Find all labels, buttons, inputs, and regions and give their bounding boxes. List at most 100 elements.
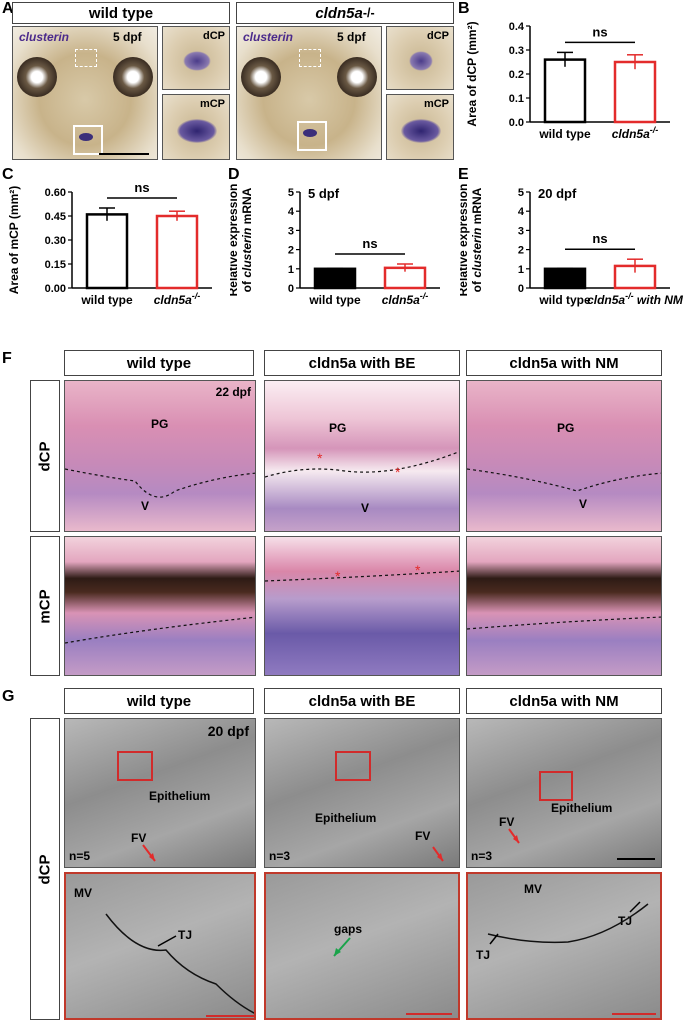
panel-g-top-be: Epithelium FV n=3 (264, 718, 460, 868)
y-tick-label: 0 (518, 283, 524, 295)
y-tick-label: 0.00 (45, 283, 66, 295)
panel-g-top-nm: Epithelium FV n=3 (466, 718, 662, 868)
y-tick-label: 0 (288, 283, 294, 295)
panel-f-dcp-nm: PG V (466, 380, 662, 532)
y-tick-label: 4 (518, 206, 525, 218)
inset-label-dcp: dCP (203, 30, 225, 42)
bar (543, 58, 587, 124)
x-tick-label: cldn5a-/- with NM (587, 291, 684, 307)
epithelium-label: Epithelium (315, 811, 377, 825)
panel-a-inset-dcp-wt: dCP (162, 26, 230, 90)
chart-c: 0.00 0.15 0.30 0.45 0.60 Area of mCP (mm²) wil… (7, 180, 212, 307)
significance-label: ns (592, 24, 607, 39)
clusterin-label: clusterin (243, 30, 294, 44)
clusterin-label: clusterin (19, 30, 70, 44)
epithelium-label: Epithelium (551, 801, 613, 815)
panel-f-header-nm: cldn5a with NM (466, 350, 662, 376)
y-tick-label: 5 (518, 187, 524, 199)
v-label: V (579, 497, 588, 511)
y-tick-label: 5 (288, 187, 294, 199)
y-tick-label: 0.0 (509, 117, 524, 129)
pg-label: PG (151, 417, 169, 431)
x-tick-label: wild type (80, 293, 133, 307)
chart-b: 0.0 0.1 0.2 0.3 0.4 Area of dCP (mm²) wild typ… (465, 21, 670, 141)
y-axis-label: Area of dCP (mm²) (465, 21, 479, 126)
fv-label: FV (415, 829, 431, 843)
inset-label-mcp: mCP (199, 98, 225, 110)
svg-text:*: * (415, 562, 421, 578)
v-label: V (141, 499, 150, 513)
y-axis-label: Relative expressionof clusterin mRNA (460, 184, 484, 297)
x-tick-label: wild type (538, 293, 591, 307)
y-tick-label: 3 (288, 225, 294, 237)
panel-f-mcp-nm (466, 536, 662, 676)
y-tick-label: 1 (288, 264, 294, 276)
panel-f-row-dcp: dCP (30, 380, 60, 532)
y-tick-label: 0.2 (509, 69, 524, 81)
n-label: n=3 (269, 849, 291, 863)
panel-a-inset-mcp-ko: mCP (386, 94, 454, 160)
y-tick-label: 2 (288, 245, 294, 257)
x-tick-label: cldn5a-/- (612, 125, 659, 141)
inset-label-mcp: mCP (423, 98, 449, 110)
pg-label: PG (329, 421, 347, 435)
panel-a-embryo-cldn5a: clusterin 5 dpf (236, 26, 382, 160)
panel-a-embryo-wild-type: clusterin 5 dpf (12, 26, 158, 160)
y-tick-label: 2 (518, 245, 524, 257)
panel-g-bottom-nm: MV TJ TJ (466, 872, 662, 1020)
panel-f-row-mcp: mCP (30, 536, 60, 676)
panel-f-dcp-be: PG V * * (264, 380, 460, 532)
v-label: V (361, 501, 370, 515)
tj-label: TJ (178, 928, 193, 942)
chart-e: 0 1 2 3 4 5 Relative expressionof clusterin mR… (460, 184, 684, 307)
y-axis-label: Relative expressionof clusterin mRNA (230, 184, 254, 297)
panel-f-mcp-be: * * (264, 536, 460, 676)
y-tick-label: 1 (518, 264, 524, 276)
x-tick-label: cldn5a-/- (382, 291, 429, 307)
stage-label: 22 dpf (215, 385, 251, 399)
panel-g-top-wt: 20 dpf Epithelium FV n=5 (64, 718, 256, 868)
x-tick-label: wild type (538, 127, 591, 141)
panel-g-header-be: cldn5a with BE (264, 688, 460, 714)
y-tick-label: 0.45 (45, 211, 66, 223)
bar (543, 267, 587, 290)
chart-d: 0 1 2 3 4 5 Relative expressionof clusterin mR… (230, 184, 440, 307)
y-tick-label: 0.4 (509, 21, 525, 33)
y-tick-label: 0.1 (509, 93, 524, 105)
svg-text:*: * (317, 450, 323, 466)
panel-g-bottom-be: gaps (264, 872, 460, 1020)
panel-g-header-nm: cldn5a with NM (466, 688, 662, 714)
stage-label: 5 dpf (337, 30, 366, 44)
pg-label: PG (557, 421, 575, 435)
panel-label-d: D (228, 166, 240, 183)
chart-subtitle: 5 dpf (308, 186, 340, 201)
epithelium-label: Epithelium (149, 789, 211, 803)
panel-g-bottom-wt: MV TJ (64, 872, 256, 1020)
bar (85, 213, 129, 290)
chart-subtitle: 20 dpf (538, 186, 577, 201)
significance-label: ns (134, 180, 149, 195)
stage-label: 5 dpf (113, 30, 142, 44)
y-tick-label: 0.60 (45, 187, 66, 199)
significance-label: ns (362, 236, 377, 251)
fv-label: FV (131, 831, 147, 845)
bar (313, 267, 357, 290)
panel-f-mcp-wt (64, 536, 256, 676)
mv-label: MV (524, 882, 542, 896)
panel-label-c: C (2, 166, 14, 183)
n-label: n=5 (69, 849, 91, 863)
panel-a-inset-dcp-ko: dCP (386, 26, 454, 90)
panel-a-header-cldn5a: cldn5a -/- (236, 2, 454, 24)
panel-label-f: F (2, 350, 12, 367)
x-tick-label: cldn5a-/- (154, 291, 201, 307)
panel-f-header-be: cldn5a with BE (264, 350, 460, 376)
gaps-label: gaps (334, 922, 363, 936)
significance-label: ns (592, 231, 607, 246)
panel-a-inset-mcp-wt: mCP (162, 94, 230, 160)
bar (613, 60, 657, 124)
panel-g-row-dcp: dCP (30, 718, 60, 1020)
panel-label-a: A (2, 0, 14, 17)
panel-g-header-wild-type: wild type (64, 688, 254, 714)
y-tick-label: 4 (288, 206, 295, 218)
fv-label: FV (499, 815, 515, 829)
